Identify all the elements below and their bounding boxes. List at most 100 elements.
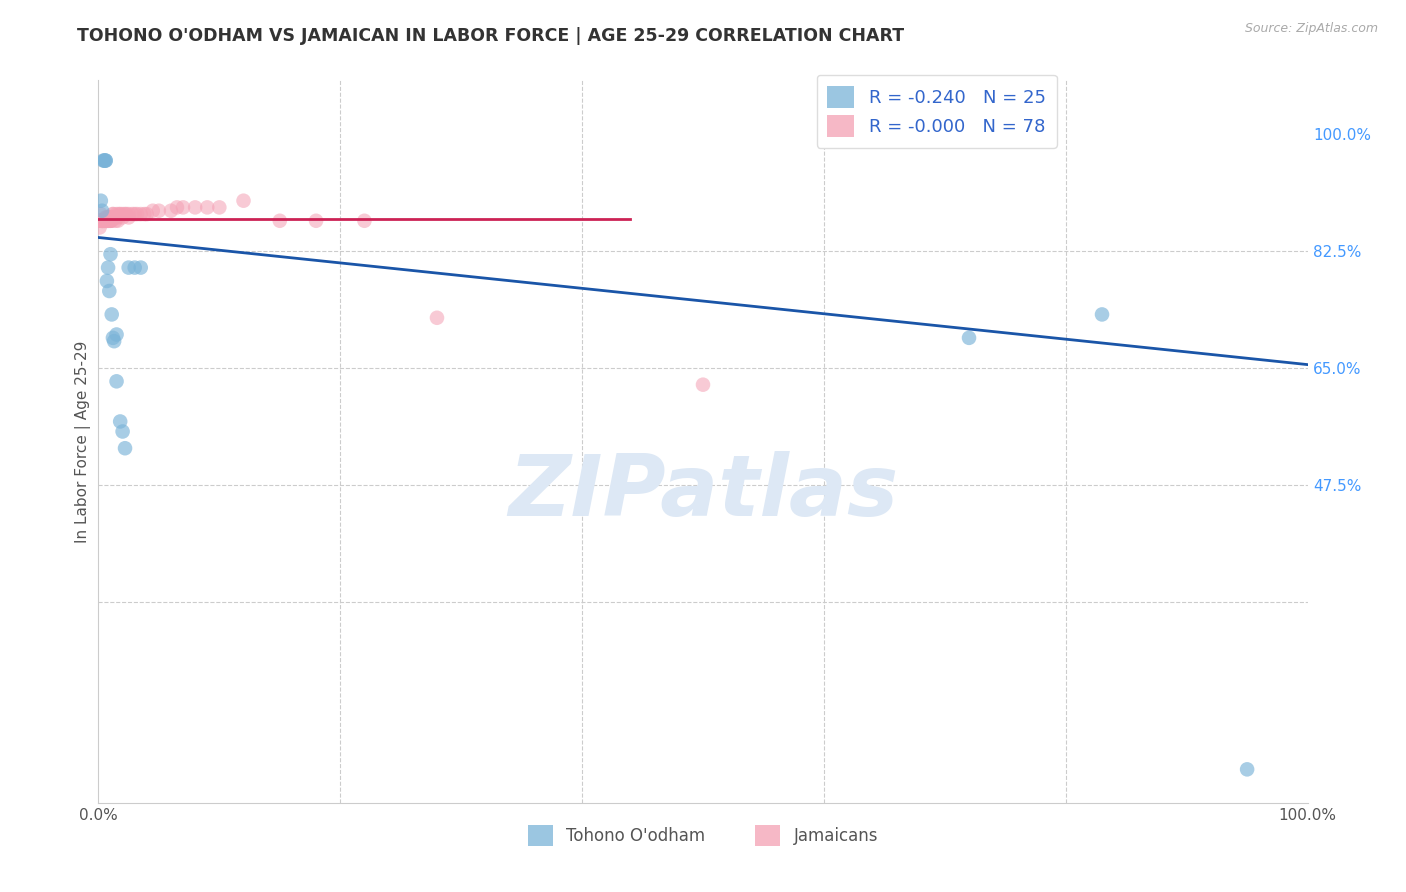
Point [98, 214, 121, 228]
Point [105, 375, 128, 389]
Point [1236, 762, 1258, 776]
Point [93, 214, 115, 228]
Point [957, 331, 980, 345]
Point [107, 211, 129, 225]
Point [100, 214, 122, 228]
Point [103, 211, 125, 225]
Point [118, 211, 141, 225]
Point [692, 377, 714, 392]
Point [91, 214, 114, 228]
Point [91, 203, 114, 218]
Point [129, 207, 152, 221]
Point [98, 214, 121, 228]
Point [1091, 307, 1114, 322]
Point [100, 211, 122, 225]
Point [91, 214, 114, 228]
Legend: Tohono O'odham, Jamaicans: Tohono O'odham, Jamaicans [522, 819, 884, 852]
Point [114, 207, 136, 221]
Point [94, 214, 117, 228]
Point [127, 207, 149, 221]
Point [98, 284, 121, 298]
Point [108, 414, 131, 429]
Point [103, 334, 125, 349]
Point [93, 153, 115, 168]
Point [93, 214, 115, 228]
Point [97, 260, 120, 275]
Point [101, 331, 124, 345]
Point [96, 214, 118, 228]
Point [97, 214, 120, 228]
Point [90, 207, 112, 221]
Point [118, 207, 141, 221]
Point [91, 214, 114, 228]
Point [166, 201, 188, 215]
Point [305, 214, 328, 228]
Point [195, 201, 218, 215]
Point [108, 207, 131, 221]
Point [121, 207, 143, 221]
Point [208, 201, 231, 215]
Point [97, 214, 120, 228]
Point [93, 214, 115, 228]
Text: TOHONO O'ODHAM VS JAMAICAN IN LABOR FORCE | AGE 25-29 CORRELATION CHART: TOHONO O'ODHAM VS JAMAICAN IN LABOR FORC… [77, 27, 904, 45]
Point [96, 214, 118, 228]
Point [94, 214, 117, 228]
Point [94, 153, 117, 168]
Point [104, 214, 127, 228]
Point [142, 203, 165, 218]
Y-axis label: In Labor Force | Age 25-29: In Labor Force | Age 25-29 [76, 341, 91, 542]
Point [148, 203, 170, 218]
Point [93, 214, 115, 228]
Point [111, 207, 134, 221]
Point [100, 307, 122, 322]
Point [96, 211, 118, 225]
Point [91, 153, 114, 168]
Point [96, 214, 118, 228]
Point [93, 153, 115, 168]
Point [353, 214, 375, 228]
Point [124, 207, 146, 221]
Point [91, 214, 114, 228]
Point [115, 207, 138, 221]
Point [111, 425, 134, 439]
Point [114, 442, 136, 455]
Point [118, 260, 141, 275]
Point [90, 214, 112, 228]
Point [94, 214, 117, 228]
Point [426, 310, 449, 325]
Point [101, 207, 124, 221]
Point [94, 211, 117, 225]
Point [105, 327, 128, 342]
Point [100, 247, 122, 261]
Point [135, 207, 157, 221]
Point [111, 211, 134, 225]
Point [107, 214, 129, 228]
Point [91, 214, 114, 228]
Point [91, 214, 114, 228]
Point [91, 214, 114, 228]
Point [93, 214, 115, 228]
Point [94, 153, 117, 168]
Point [91, 214, 114, 228]
Point [105, 211, 128, 225]
Point [129, 260, 152, 275]
Point [89, 214, 111, 228]
Point [93, 214, 115, 228]
Point [160, 203, 183, 218]
Point [124, 260, 146, 275]
Point [100, 211, 122, 225]
Point [90, 194, 112, 208]
Point [172, 201, 194, 215]
Point [101, 207, 124, 221]
Point [232, 194, 254, 208]
Point [105, 207, 128, 221]
Text: ZIPatlas: ZIPatlas [508, 450, 898, 533]
Point [97, 214, 120, 228]
Point [269, 214, 291, 228]
Point [90, 214, 112, 228]
Point [100, 214, 122, 228]
Text: Source: ZipAtlas.com: Source: ZipAtlas.com [1244, 22, 1378, 36]
Point [108, 207, 131, 221]
Point [100, 214, 122, 228]
Point [89, 220, 111, 235]
